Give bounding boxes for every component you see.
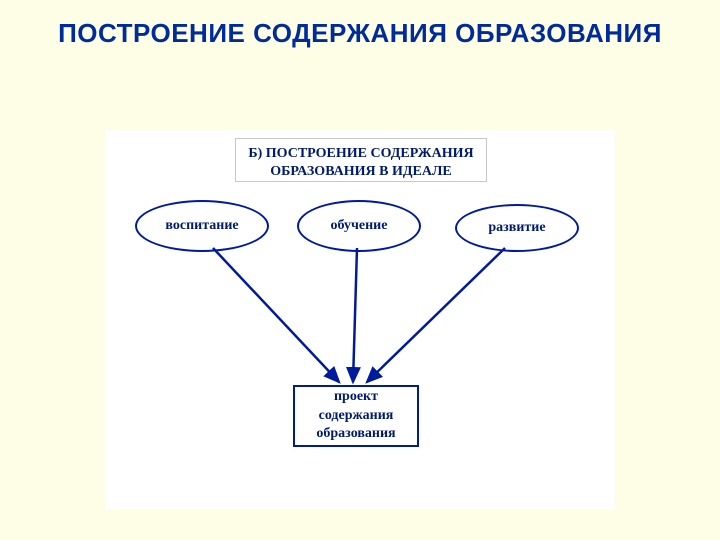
ellipse-razvitie: развитие [455,204,579,252]
target-box: проект содержания образования [293,385,419,447]
target-line1: проект [334,389,378,404]
ellipse-obuchenie: обучение [297,200,421,252]
target-line2: содержания [319,408,394,423]
diagram-header-box: Б) ПОСТРОЕНИЕ СОДЕРЖАНИЯ ОБРАЗОВАНИЯ В И… [235,138,487,182]
target-line3: образования [316,426,395,441]
arrows-layer [105,130,615,510]
slide-title: ПОСТРОЕНИЕ СОДЕРЖАНИЯ ОБРАЗОВАНИЯ [0,18,720,49]
diagram-canvas: Б) ПОСТРОЕНИЕ СОДЕРЖАНИЯ ОБРАЗОВАНИЯ В И… [105,130,615,510]
ellipse-vospitanie: воспитание [135,200,269,252]
